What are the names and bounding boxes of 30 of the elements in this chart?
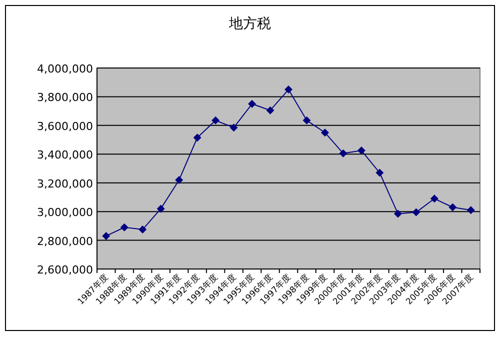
point [284, 86, 292, 94]
point [266, 106, 274, 114]
y-tick-label: 3,800,000 [37, 91, 93, 104]
y-tick-label: 2,800,000 [37, 234, 93, 248]
point [412, 208, 420, 216]
point [448, 203, 457, 212]
point [175, 176, 184, 184]
point [230, 124, 238, 132]
point [302, 116, 311, 124]
point [212, 116, 220, 124]
title: 地方税 [229, 16, 271, 32]
point [120, 223, 128, 232]
point [394, 210, 402, 218]
point [156, 204, 165, 213]
y-tick-label: 4,000,000 [37, 62, 93, 76]
point [102, 232, 110, 240]
point [357, 146, 366, 155]
point [339, 149, 348, 158]
point [248, 100, 256, 108]
point [138, 226, 147, 234]
y-tick-label: 3,600,000 [37, 120, 93, 133]
point [430, 194, 438, 203]
point [466, 206, 475, 214]
point [376, 168, 384, 177]
y-tick-label: 3,000,000 [37, 206, 93, 220]
y-tick-label: 3,200,000 [37, 177, 93, 190]
point [320, 128, 329, 137]
point [193, 134, 202, 142]
y-tick-label: 3,400,000 [37, 148, 93, 162]
y-tick-label: 2,600,000 [37, 264, 93, 276]
